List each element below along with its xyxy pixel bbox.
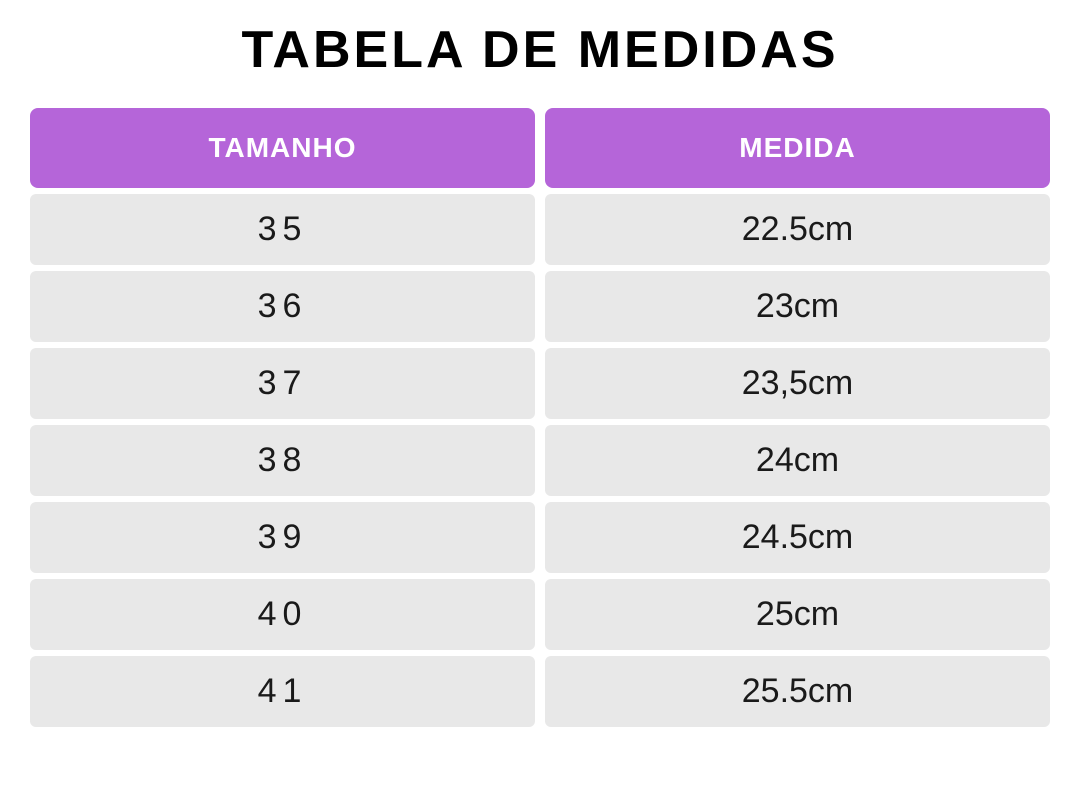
table-row: 23cm: [545, 271, 1050, 342]
table-row: 25.5cm: [545, 656, 1050, 727]
table-row: 37: [30, 348, 535, 419]
table-row: 38: [30, 425, 535, 496]
page-title: TABELA DE MEDIDAS: [30, 20, 1050, 80]
table-row: 40: [30, 579, 535, 650]
table-row: 36: [30, 271, 535, 342]
table-row: 35: [30, 194, 535, 265]
table-row: 25cm: [545, 579, 1050, 650]
table-row: 23,5cm: [545, 348, 1050, 419]
header-medida: MEDIDA: [545, 108, 1050, 188]
table-row: 39: [30, 502, 535, 573]
table-row: 24.5cm: [545, 502, 1050, 573]
table-row: 24cm: [545, 425, 1050, 496]
column-medida: MEDIDA 22.5cm 23cm 23,5cm 24cm 24.5cm 25…: [545, 108, 1050, 727]
column-tamanho: TAMANHO 35 36 37 38 39 40 41: [30, 108, 535, 727]
size-table: TAMANHO 35 36 37 38 39 40 41 MEDIDA 22.5…: [30, 108, 1050, 727]
table-row: 22.5cm: [545, 194, 1050, 265]
table-row: 41: [30, 656, 535, 727]
header-tamanho: TAMANHO: [30, 108, 535, 188]
